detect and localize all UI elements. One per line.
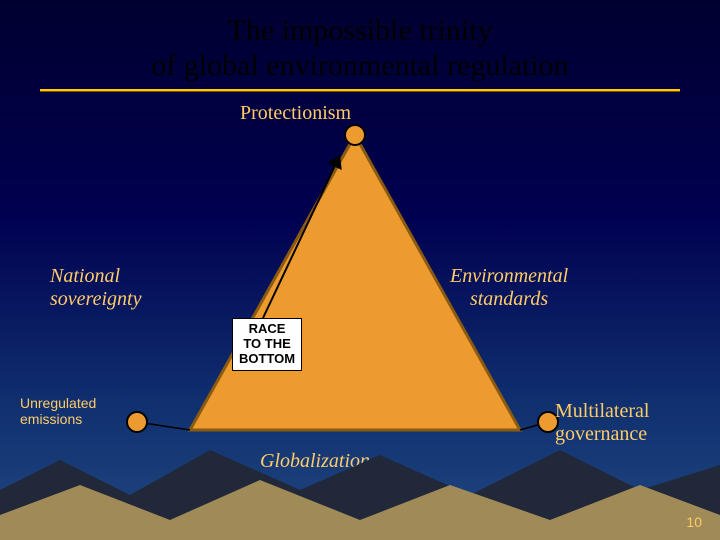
side-label-left: National sovereignty (50, 265, 141, 311)
vertex-label-top: Protectionism (240, 102, 351, 125)
vertex-circle-top (345, 125, 365, 145)
race-line-3: BOTTOM (239, 352, 295, 367)
mountain-decoration (0, 420, 720, 540)
side-label-right: Environmental standards (450, 265, 568, 311)
slide: The impossible trinity of global environ… (0, 0, 720, 540)
slide-number: 10 (686, 514, 702, 530)
race-line-1: RACE (239, 322, 295, 337)
title-block: The impossible trinity of global environ… (0, 0, 720, 91)
race-to-bottom-box: RACE TO THE BOTTOM (232, 318, 302, 371)
race-line-2: TO THE (239, 337, 295, 352)
title-underline (40, 89, 680, 91)
title-line-1: The impossible trinity (0, 14, 720, 49)
title-line-2: of global environmental regulation (0, 49, 720, 84)
